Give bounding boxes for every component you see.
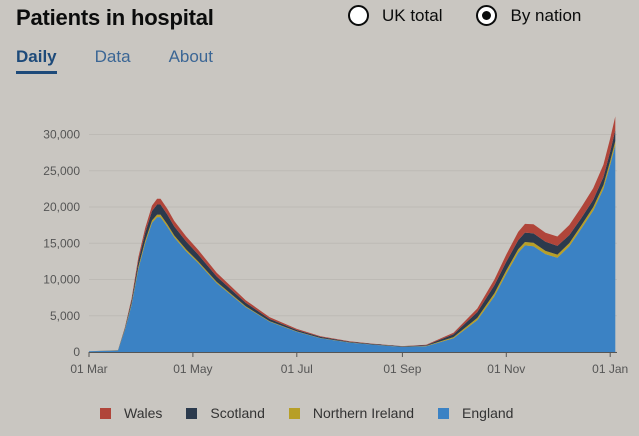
x-tick-label: 01 May [173,362,212,376]
legend-item-scotland: Scotland [186,405,265,421]
legend-item-wales: Wales [100,405,162,421]
hospital-patients-chart: 0 5,000 10,000 15,000 20,000 25,000 30,000 01 … [43,116,628,376]
chart-series [89,116,616,352]
chart-tabs: Daily Data About [16,47,213,74]
legend-item-england: England [438,405,513,421]
radio-uk-total-label: UK total [382,5,443,25]
legend-label-wales: Wales [124,405,163,421]
view-mode-radio-group: UK total By nation [348,5,581,26]
x-tick-label: 01 Sep [383,362,421,376]
y-tick-label: 5,000 [50,309,80,323]
chart-legend: Wales Scotland Northern Ireland England [100,405,513,421]
x-tick-label: 01 Jul [281,362,313,376]
legend-swatch-wales [100,407,111,419]
legend-swatch-scotland [186,407,198,419]
tab-daily[interactable]: Daily [16,47,57,74]
legend-item-northern-ireland: Northern Ireland [288,405,415,421]
legend-swatch-northern-ireland [288,407,300,419]
radio-uk-total-circle[interactable] [348,5,369,26]
y-tick-label: 15,000 [43,236,80,250]
y-tick-label: 0 [73,345,80,359]
tab-data[interactable]: Data [94,47,131,66]
series-area-england [89,145,616,352]
y-tick-label: 25,000 [43,164,80,178]
legend-swatch-england [438,407,450,419]
radio-by-nation-circle[interactable] [476,5,498,26]
radio-uk-total[interactable]: UK total [348,5,442,26]
y-axis: 0 5,000 10,000 15,000 20,000 25,000 30,000 [43,128,80,360]
page-title: Patients in hospital [16,5,214,30]
y-tick-label: 30,000 [43,128,80,142]
legend-label-northern-ireland: Northern Ireland [312,405,415,421]
radio-by-nation[interactable]: By nation [476,5,581,26]
radio-by-nation-label: By nation [510,5,582,25]
x-tick-label: 01 Jan [592,362,628,376]
x-tick-label: 01 Nov [487,362,525,376]
legend-label-scotland: Scotland [210,405,265,421]
x-tick-label: 01 Mar [70,362,107,376]
x-axis: 01 Mar 01 May 01 Jul 01 Sep 01 Nov 01 Jan [70,352,628,376]
legend-label-england: England [462,405,514,421]
y-tick-label: 20,000 [43,200,80,214]
y-tick-label: 10,000 [43,273,80,287]
tab-about[interactable]: About [168,47,213,66]
